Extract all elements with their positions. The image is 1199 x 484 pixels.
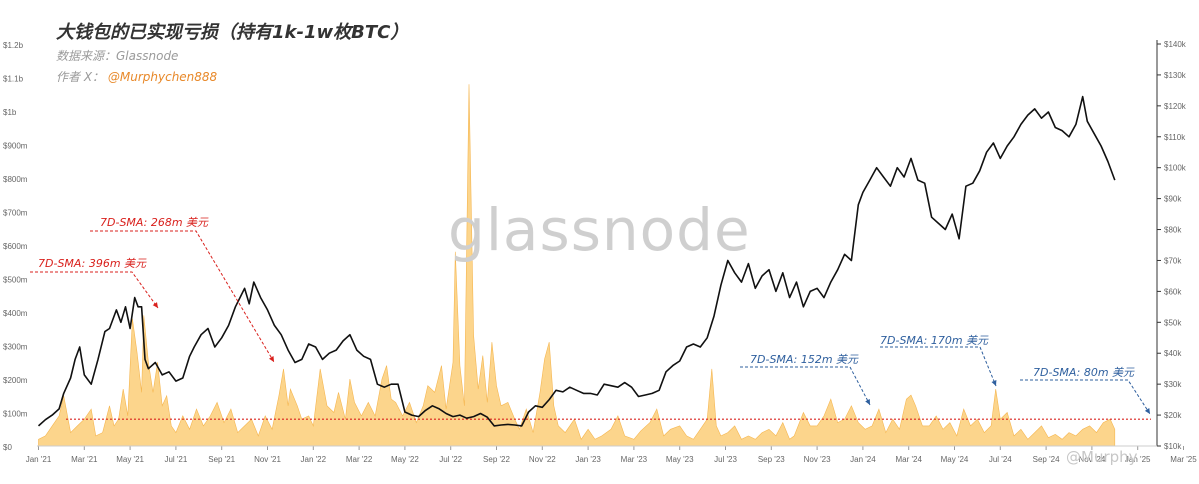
right-tick-label: $10k bbox=[1164, 442, 1182, 451]
left-tick-label: $1b bbox=[3, 108, 17, 117]
left-tick-label: $700m bbox=[3, 209, 28, 218]
author-prefix: 作者 X： bbox=[56, 70, 105, 84]
btc-price-line-layer bbox=[37, 95, 1116, 427]
x-tick-label: Nov '22 bbox=[529, 455, 556, 464]
chart-title: 大钱包的已实现亏损（持有1k-1w枚BTC） bbox=[56, 22, 409, 43]
arrow-396m bbox=[30, 271, 159, 309]
author-line: 作者 X： @Murphychen888 bbox=[56, 68, 217, 85]
author-handle[interactable]: @Murphychen888 bbox=[107, 70, 218, 84]
right-tick-label: $110k bbox=[1164, 133, 1186, 142]
x-tick-label: Nov '24 bbox=[1078, 455, 1105, 464]
right-tick-label: $50k bbox=[1164, 318, 1182, 327]
right-tick-label: $60k bbox=[1164, 287, 1182, 296]
x-tick-label: Sep '22 bbox=[483, 455, 510, 464]
annotation-152m: 7D-SMA: 152m 美元 bbox=[750, 353, 859, 366]
left-tick-label: $1.1b bbox=[3, 75, 24, 84]
left-y-axis: $0 $100m $200m $300m $400m $500m $600m $700m $80… bbox=[3, 41, 28, 452]
arrow-80m bbox=[1020, 379, 1151, 415]
annotation-268m: 7D-SMA: 268m 美元 bbox=[100, 216, 209, 229]
x-tick-label: May '22 bbox=[391, 455, 419, 464]
right-tick-label: $40k bbox=[1164, 349, 1182, 358]
x-tick-label: Jan '25 bbox=[1125, 455, 1151, 464]
btc-price-line bbox=[37, 95, 1116, 427]
x-tick-label: Nov '21 bbox=[254, 455, 281, 464]
x-tick-label: Jul '23 bbox=[714, 455, 737, 464]
realized-loss-area bbox=[38, 84, 1116, 447]
x-tick-label: Sep '23 bbox=[758, 455, 785, 464]
annotation-396m: 7D-SMA: 396m 美元 bbox=[38, 257, 147, 270]
right-tick-label: $70k bbox=[1164, 256, 1182, 265]
data-source: 数据来源：Glassnode bbox=[56, 49, 179, 63]
annotation-80m: 7D-SMA: 80m 美元 bbox=[1033, 366, 1135, 379]
x-tick-label: Jul '24 bbox=[989, 455, 1012, 464]
glassnode-watermark: glassnode bbox=[448, 196, 751, 264]
x-tick-label: Mar '25 bbox=[1170, 455, 1197, 464]
arrow-396m-head bbox=[152, 302, 158, 308]
right-tick-label: $130k bbox=[1164, 71, 1187, 80]
left-tick-label: $400m bbox=[3, 309, 28, 318]
x-tick-label: Jan '24 bbox=[850, 455, 876, 464]
left-tick-label: $300m bbox=[3, 343, 28, 352]
left-tick-label: $900m bbox=[3, 142, 28, 151]
loss-area-path bbox=[38, 84, 1116, 447]
right-y-axis: $10k $20k $30k $40k $50k $60k $70k $80k $90k $100… bbox=[1156, 40, 1187, 451]
left-tick-label: $1.2b bbox=[3, 41, 24, 50]
x-tick-label: May '21 bbox=[116, 455, 144, 464]
arrow-170m-head bbox=[991, 380, 997, 386]
right-tick-label: $30k bbox=[1164, 380, 1182, 389]
left-tick-label: $600m bbox=[3, 242, 28, 251]
annotation-170m: 7D-SMA: 170m 美元 bbox=[880, 334, 989, 347]
right-tick-label: $140k bbox=[1164, 40, 1187, 49]
left-tick-label: $800m bbox=[3, 175, 28, 184]
arrow-80m-head bbox=[1144, 408, 1150, 414]
x-tick-label: Nov '23 bbox=[804, 455, 831, 464]
x-tick-label: May '23 bbox=[666, 455, 694, 464]
left-tick-label: $100m bbox=[3, 410, 28, 419]
right-tick-label: $20k bbox=[1164, 411, 1182, 420]
right-tick-label: $90k bbox=[1164, 195, 1182, 204]
x-tick-label: Mar '24 bbox=[895, 455, 922, 464]
x-tick-label: May '24 bbox=[941, 455, 969, 464]
arrow-152m-head bbox=[865, 399, 870, 405]
arrow-152m bbox=[740, 366, 871, 406]
x-tick-label: Jan '22 bbox=[301, 455, 327, 464]
x-tick-label: Sep '24 bbox=[1033, 455, 1060, 464]
x-tick-label: Sep '21 bbox=[208, 455, 235, 464]
x-axis: Jan '21 Mar '21 May '21 Jul '21 Sep '21 Nov '… bbox=[26, 445, 1197, 464]
arrow-268m-head bbox=[269, 356, 274, 362]
left-tick-label: $0 bbox=[3, 443, 12, 452]
arrow-170m bbox=[880, 346, 997, 387]
x-tick-label: Jul '22 bbox=[439, 455, 462, 464]
left-tick-label: $200m bbox=[3, 376, 28, 385]
left-tick-label: $500m bbox=[3, 276, 28, 285]
x-tick-label: Mar '22 bbox=[346, 455, 373, 464]
x-tick-label: Mar '21 bbox=[71, 455, 98, 464]
x-tick-label: Jan '21 bbox=[26, 455, 52, 464]
x-tick-label: Jul '21 bbox=[164, 455, 187, 464]
x-tick-label: Mar '23 bbox=[621, 455, 648, 464]
right-tick-label: $100k bbox=[1164, 164, 1187, 173]
arrow-268m bbox=[90, 230, 275, 363]
right-tick-label: $120k bbox=[1164, 102, 1187, 111]
right-tick-label: $80k bbox=[1164, 226, 1182, 235]
x-tick-label: Jan '23 bbox=[575, 455, 601, 464]
annotation-arrows bbox=[30, 230, 1151, 415]
credit-watermark: @Murphy bbox=[1066, 448, 1138, 466]
